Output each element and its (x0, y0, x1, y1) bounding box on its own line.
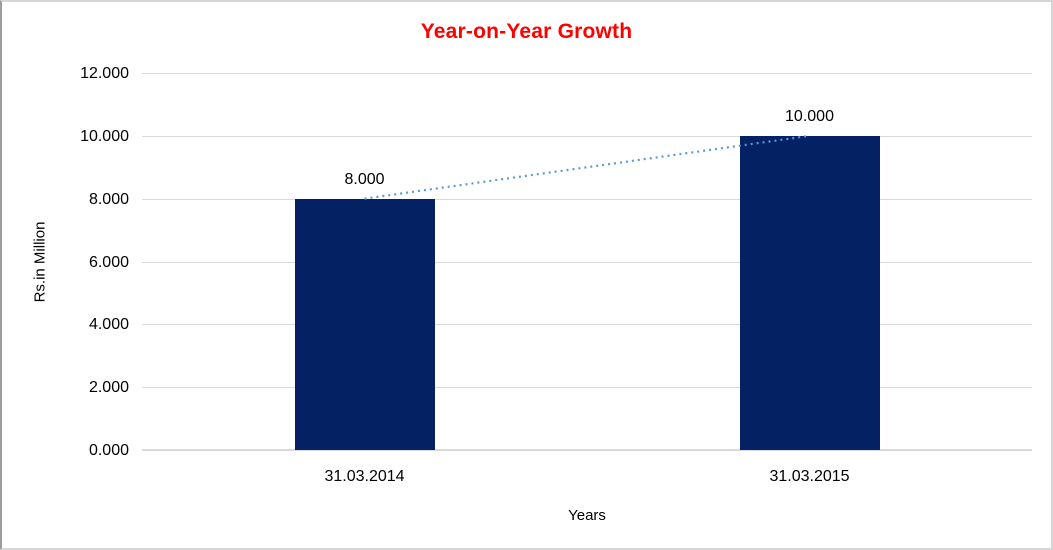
y-tick-label: 12.000 (80, 65, 129, 82)
plot-area: 8.000 10.000 (142, 73, 1032, 451)
gridline (142, 387, 1032, 389)
x-axis-title: Years (568, 507, 606, 524)
y-tick-label: 10.000 (80, 127, 129, 145)
gridline (142, 324, 1032, 326)
x-tick-label: 31.03.2015 (769, 468, 850, 485)
y-tick-label: 6.000 (88, 253, 129, 271)
gridline (142, 73, 1032, 74)
y-tick-label: 0.000 (88, 442, 129, 459)
bar (739, 135, 880, 450)
gridline (142, 261, 1032, 263)
chart-title: Year-on-Year Growth (420, 20, 633, 43)
bar-value-label: 10.000 (785, 107, 834, 125)
gridline (142, 135, 1032, 137)
bar (294, 198, 435, 450)
y-tick-label: 8.000 (88, 190, 129, 208)
y-tick-label: 4.000 (88, 316, 129, 334)
x-axis-line (142, 449, 1032, 451)
y-tick-label: 2.000 (88, 379, 129, 397)
x-tick-label: 31.03.2014 (324, 468, 405, 485)
bar-value-label: 8.000 (344, 170, 385, 188)
gridline (142, 198, 1032, 200)
